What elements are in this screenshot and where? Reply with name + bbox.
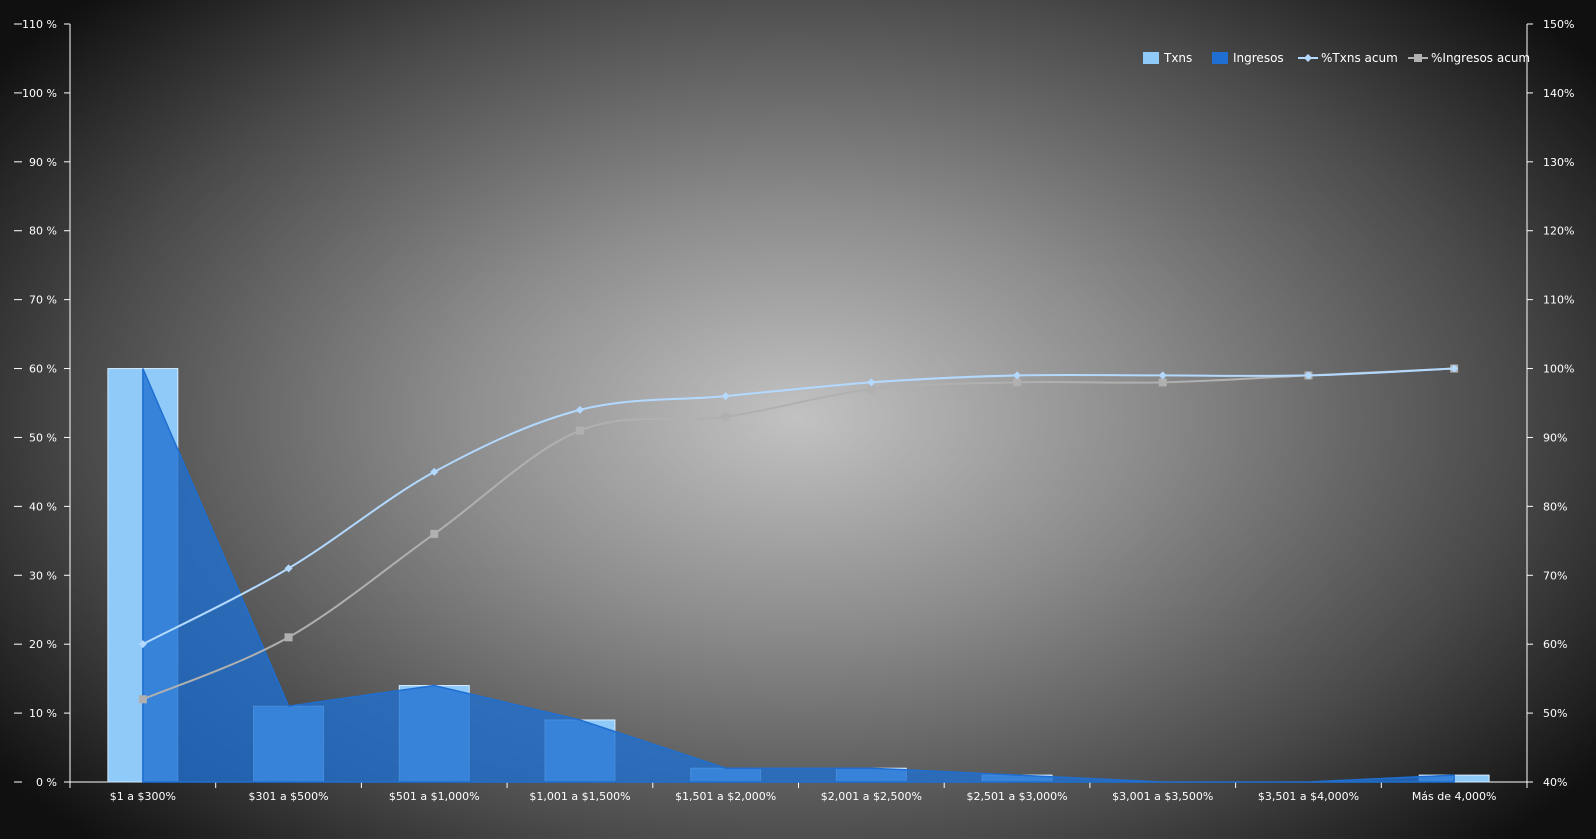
legend-item: Ingresos [1212, 51, 1284, 65]
x-tick-label: $1 a $300% [110, 790, 176, 803]
left-tick-label: 70 % [29, 294, 57, 307]
point-ingresos-acum [1013, 378, 1022, 387]
right-tick-label: 150% [1543, 18, 1574, 31]
point-txns-acum [1013, 371, 1022, 380]
point-txns-acum [1158, 371, 1167, 380]
point-ingresos-acum [1158, 378, 1167, 387]
legend-swatch [1143, 52, 1159, 64]
legend-label: Txns [1163, 51, 1192, 65]
left-tick-label: 100 % [22, 87, 57, 100]
tick-labels-layer: 0 % 10 % 20 % 30 % 40 % 50 % 60 % 70 % 80 % 90 % 1… [22, 18, 1574, 803]
cumulative-lines-layer [138, 364, 1459, 704]
legend: Txns Ingresos %Txns acum %Ingresos acum [1143, 51, 1530, 65]
point-txns-acum [1304, 371, 1313, 380]
legend-label: %Ingresos acum [1431, 51, 1530, 65]
point-txns-acum [1450, 364, 1459, 373]
left-tick-label: 90 % [29, 156, 57, 169]
right-tick-label: 90% [1543, 431, 1567, 444]
x-tick-label: $301 a $500% [248, 790, 328, 803]
right-tick-label: 40% [1543, 776, 1567, 789]
point-ingresos-acum [721, 412, 730, 421]
line-ingresos-acum [142, 367, 1455, 701]
left-tick-label: 50 % [29, 431, 57, 444]
line-txns-acum [142, 367, 1455, 646]
right-tick-label: 110% [1543, 294, 1574, 307]
right-tick-label: 50% [1543, 707, 1567, 720]
point-txns-acum [721, 392, 730, 401]
legend-label: Ingresos [1233, 51, 1284, 65]
legend-marker [1414, 54, 1422, 62]
x-tick-label: $2,001 a $2,500% [821, 790, 922, 803]
left-tick-label: 0 % [36, 776, 57, 789]
left-tick-label: 80 % [29, 225, 57, 238]
legend-label: %Txns acum [1321, 51, 1398, 65]
left-tick-label: 110 % [22, 18, 57, 31]
x-tick-label: $1,001 a $1,500% [529, 790, 630, 803]
point-ingresos-acum [867, 385, 876, 394]
point-ingresos-acum [430, 529, 439, 538]
point-ingresos-acum [138, 695, 147, 704]
point-txns-acum [575, 405, 584, 414]
right-tick-label: 130% [1543, 156, 1574, 169]
left-tick-label: 20 % [29, 638, 57, 651]
x-tick-label: $3,001 a $3,500% [1112, 790, 1213, 803]
left-tick-label: 30 % [29, 569, 57, 582]
left-tick-label: 40 % [29, 500, 57, 513]
point-ingresos-acum [284, 633, 293, 642]
left-tick-label: 60 % [29, 363, 57, 376]
legend-swatch [1212, 52, 1228, 64]
right-tick-label: 70% [1543, 569, 1567, 582]
legend-marker [1304, 54, 1312, 62]
x-tick-label: Más de 4,000% [1412, 790, 1497, 803]
ingresos-area-layer [142, 368, 1455, 783]
area-ingresos [142, 368, 1455, 783]
point-txns-acum [138, 640, 147, 649]
point-txns-acum [430, 467, 439, 476]
legend-item: %Txns acum [1298, 51, 1398, 65]
point-txns-acum [867, 378, 876, 387]
legend-item: Txns [1143, 51, 1192, 65]
right-tick-label: 60% [1543, 638, 1567, 651]
legend-item: %Ingresos acum [1408, 51, 1530, 65]
left-tick-label: 10 % [29, 707, 57, 720]
x-tick-label: $3,501 a $4,000% [1258, 790, 1359, 803]
right-tick-label: 100% [1543, 363, 1574, 376]
right-tick-label: 120% [1543, 225, 1574, 238]
point-txns-acum [284, 564, 293, 573]
x-tick-label: $501 a $1,000% [389, 790, 480, 803]
x-tick-label: $1,501 a $2,000% [675, 790, 776, 803]
right-tick-label: 140% [1543, 87, 1574, 100]
point-ingresos-acum [575, 426, 584, 435]
right-tick-label: 80% [1543, 500, 1567, 513]
x-tick-label: $2,501 a $3,000% [966, 790, 1067, 803]
